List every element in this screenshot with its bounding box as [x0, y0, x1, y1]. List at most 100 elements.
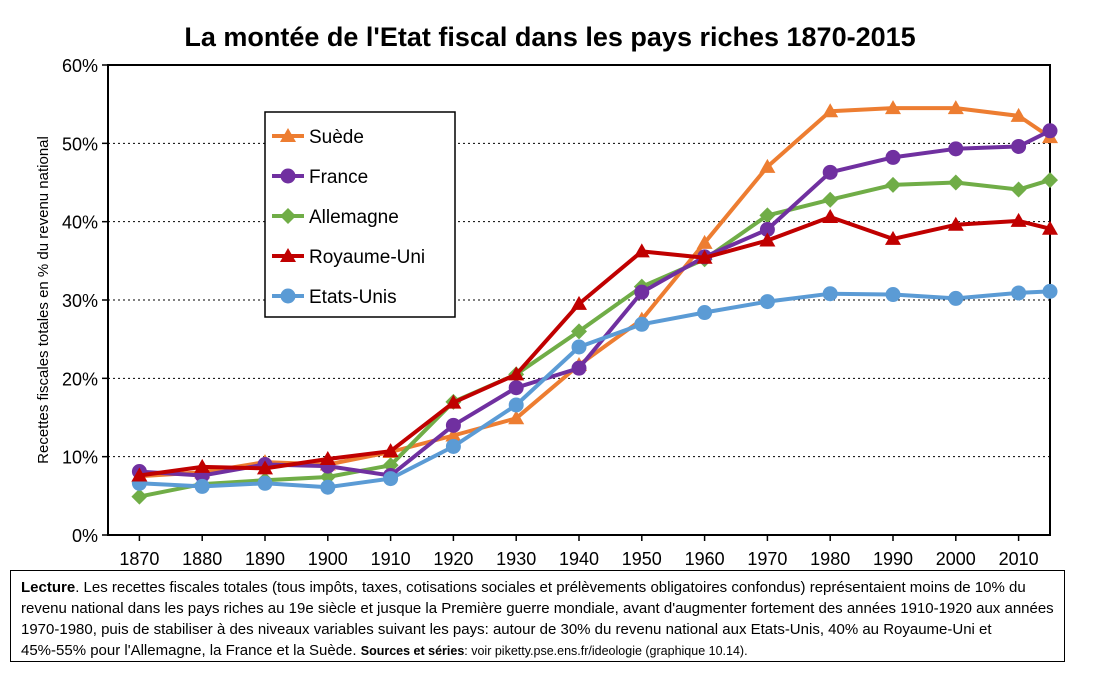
series-line-allemagne	[139, 178, 1051, 499]
x-tick-label: 2010	[999, 549, 1039, 569]
data-point-etats-unis	[445, 438, 461, 454]
x-tick-label: 1900	[308, 549, 348, 569]
data-point-france	[759, 222, 775, 237]
series-etats-unis	[131, 283, 1058, 495]
x-tick-label: 1880	[182, 549, 222, 569]
data-point-royaume-uni	[1010, 212, 1027, 227]
legend-item-france: France	[272, 167, 368, 188]
data-point-royaume-uni	[571, 295, 587, 310]
data-point-royaume-uni	[257, 460, 273, 475]
data-point-royaume-uni	[508, 366, 525, 381]
data-point-suede	[445, 427, 462, 442]
legend: Suède France Allemagne Royaume-Uni Etats-Uni…	[264, 111, 456, 318]
data-point-allemagne	[571, 323, 587, 340]
x-tick-label: 1890	[245, 549, 285, 569]
legend-marker	[280, 288, 296, 304]
data-point-royaume-uni	[131, 467, 148, 482]
legend-marker	[280, 208, 296, 224]
chart-title: La montée de l'Etat fiscal dans les pays…	[184, 22, 916, 52]
data-point-royaume-uni	[822, 208, 839, 223]
x-tick-label: 1950	[622, 549, 662, 569]
legend-label: Royaume-Uni	[309, 247, 425, 268]
series-line-etats-unis	[139, 289, 1051, 490]
legend-marker	[280, 248, 296, 262]
data-point-france	[508, 380, 524, 396]
data-point-allemagne	[1010, 181, 1027, 198]
data-point-royaume-uni	[382, 443, 399, 458]
legend-marker	[280, 128, 296, 142]
data-point-france	[445, 417, 461, 433]
reading-note-lead: Lecture	[21, 579, 76, 596]
x-tick-label: 1960	[685, 549, 725, 569]
y-tick-label: 60%	[62, 56, 98, 76]
data-point-france	[1011, 138, 1027, 154]
y-tick-label: 50%	[62, 134, 98, 154]
y-axis: 0% 10% 20% 30% 40% 50% 60%	[62, 56, 108, 546]
data-point-royaume-uni	[885, 230, 901, 245]
data-point-etats-unis	[948, 290, 964, 306]
legend-item-etats-unis: Etats-Unis	[272, 287, 397, 308]
data-point-royaume-uni	[759, 232, 776, 247]
y-axis-title: Recettes fiscales totales en % du revenu…	[35, 136, 52, 464]
x-axis: 1870 1880 1890 1900 1910 1920 1930 1940 1950 1960…	[119, 535, 1039, 569]
y-tick-label: 30%	[62, 291, 98, 311]
legend-label: France	[309, 167, 368, 188]
x-tick-label: 1970	[747, 549, 787, 569]
data-point-france	[948, 141, 964, 157]
x-tick-label: 1930	[496, 549, 536, 569]
data-point-etats-unis	[1042, 283, 1058, 299]
x-tick-label: 1870	[119, 549, 159, 569]
x-tick-label: 1980	[810, 549, 850, 569]
sources-label: Sources et séries	[360, 644, 465, 658]
data-point-etats-unis	[822, 286, 838, 302]
legend-item-allemagne: Allemagne	[272, 207, 399, 228]
data-point-royaume-uni	[319, 451, 336, 466]
data-point-suede	[759, 158, 776, 173]
data-point-etats-unis	[571, 339, 587, 355]
data-point-france	[822, 164, 838, 180]
legend-item-suede: Suède	[272, 127, 364, 148]
reading-note-body: . Les recettes fiscales totales (tous im…	[21, 579, 1054, 659]
data-point-france	[1042, 123, 1058, 139]
data-point-etats-unis	[194, 478, 210, 494]
legend-marker	[280, 168, 296, 184]
data-point-etats-unis	[697, 305, 713, 321]
data-point-royaume-uni	[445, 394, 462, 409]
x-tick-label: 1940	[559, 549, 599, 569]
y-tick-label: 0%	[72, 526, 98, 546]
data-point-suede	[947, 100, 964, 115]
legend-label: Suède	[309, 127, 364, 148]
series-layer	[131, 100, 1058, 505]
y-tick-label: 20%	[62, 369, 98, 389]
data-point-allemagne	[1042, 172, 1058, 189]
data-point-etats-unis	[634, 316, 650, 332]
data-point-allemagne	[131, 488, 148, 505]
data-point-allemagne	[885, 176, 901, 193]
reading-note: Lecture. Les recettes fiscales totales (…	[10, 570, 1065, 662]
data-point-royaume-uni	[696, 249, 713, 264]
data-point-royaume-uni	[947, 216, 964, 231]
data-point-etats-unis	[383, 471, 399, 487]
x-tick-label: 1910	[371, 549, 411, 569]
x-tick-label: 2000	[936, 549, 976, 569]
legend-label: Allemagne	[309, 207, 399, 228]
x-tick-label: 1920	[433, 549, 473, 569]
data-point-etats-unis	[508, 397, 524, 413]
data-point-suede	[885, 100, 901, 115]
data-point-etats-unis	[1011, 285, 1027, 301]
line-chart: 0% 10% 20% 30% 40% 50% 60% 1870 1880 1890 1900 191…	[35, 56, 1058, 569]
data-point-royaume-uni	[1042, 220, 1058, 235]
data-point-suede	[822, 103, 839, 118]
data-point-france	[885, 149, 901, 165]
data-point-etats-unis	[320, 479, 336, 495]
data-point-etats-unis	[257, 475, 273, 491]
legend-item-royaume-uni: Royaume-Uni	[272, 247, 425, 268]
data-point-suede	[696, 234, 713, 249]
y-tick-label: 40%	[62, 213, 98, 233]
data-point-etats-unis	[759, 294, 775, 310]
data-point-royaume-uni	[194, 458, 211, 473]
data-point-suede	[508, 410, 525, 425]
data-point-allemagne	[947, 174, 964, 191]
y-tick-label: 10%	[62, 448, 98, 468]
series-line-royaume-uni	[139, 215, 1051, 478]
